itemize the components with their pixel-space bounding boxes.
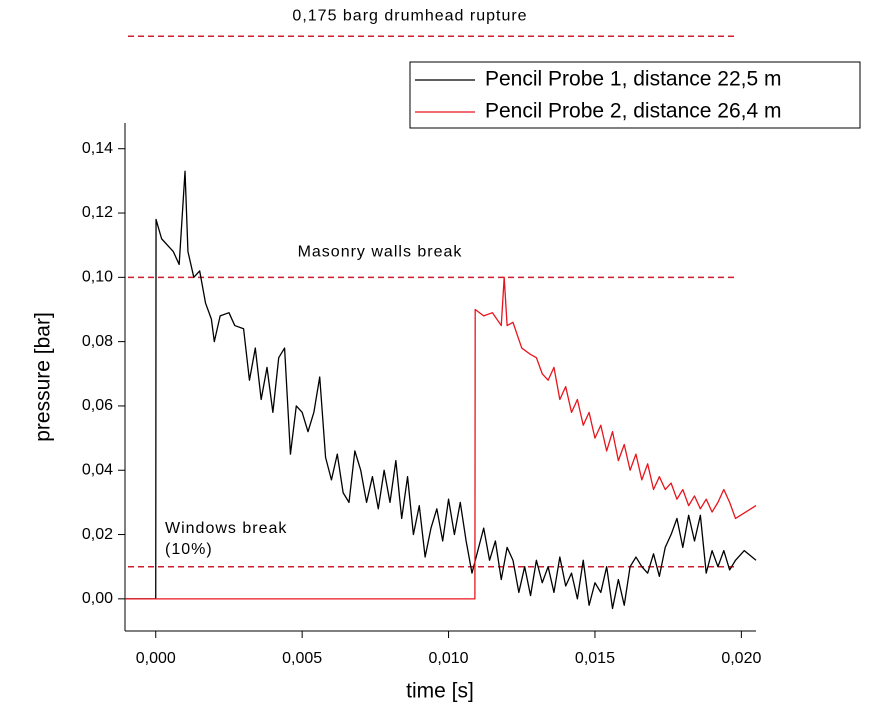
y-tick-label: 0,04 bbox=[82, 461, 113, 478]
y-axis-label: pressure [bar] bbox=[32, 312, 55, 442]
reference-label: 0,175 barg drumhead rupture bbox=[292, 7, 527, 24]
reference-label: (10%) bbox=[165, 541, 213, 558]
x-tick-label: 0,015 bbox=[575, 650, 615, 667]
reference-label: Windows break bbox=[165, 520, 287, 537]
x-tick-label: 0,010 bbox=[429, 650, 469, 667]
y-tick-label: 0,08 bbox=[82, 333, 113, 350]
legend-label: Pencil Probe 2, distance 26,4 m bbox=[485, 100, 782, 123]
x-axis-label: time [s] bbox=[406, 680, 474, 703]
y-tick-label: 0,00 bbox=[82, 590, 113, 607]
x-tick-label: 0,020 bbox=[721, 650, 761, 667]
x-tick-label: 0,000 bbox=[136, 650, 176, 667]
series-line bbox=[125, 276, 757, 600]
legend-box bbox=[409, 61, 861, 129]
y-tick-label: 0,06 bbox=[82, 397, 113, 414]
series-line bbox=[125, 170, 757, 610]
x-tick-label: 0,005 bbox=[282, 650, 322, 667]
y-tick-label: 0,14 bbox=[82, 140, 113, 157]
y-tick-label: 0,12 bbox=[82, 204, 113, 221]
y-tick-label: 0,10 bbox=[82, 269, 113, 286]
y-tick-label: 0,02 bbox=[82, 526, 113, 543]
reference-label: Masonry walls break bbox=[298, 244, 463, 261]
legend-label: Pencil Probe 1, distance 22,5 m bbox=[485, 68, 782, 91]
